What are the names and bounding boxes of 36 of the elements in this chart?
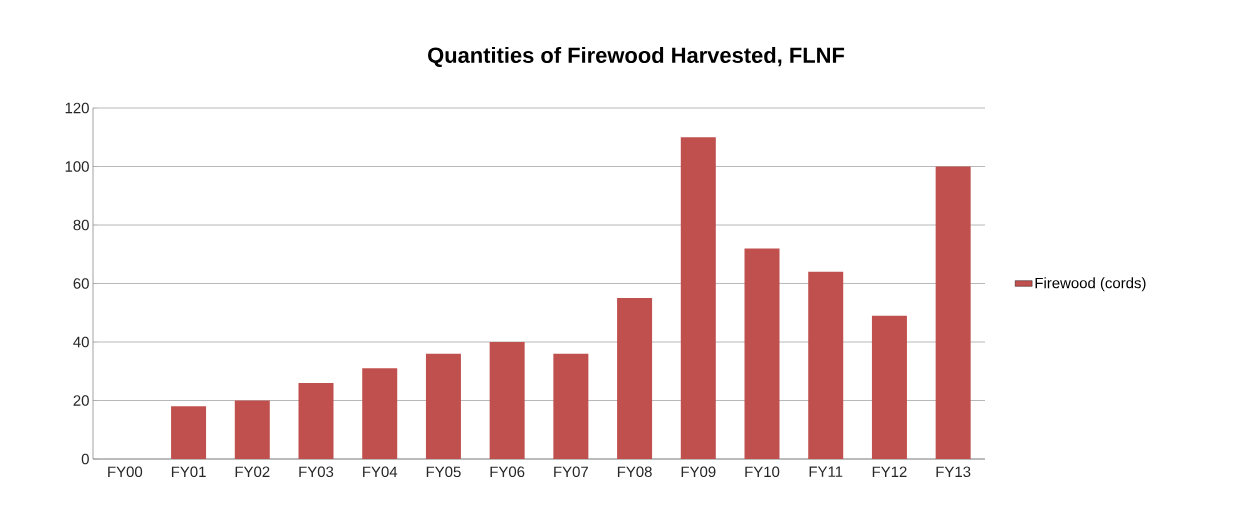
y-tick-label: 40 — [73, 336, 89, 348]
bar — [680, 137, 716, 459]
bar — [171, 406, 207, 459]
x-tick-label: FY01 — [171, 466, 206, 478]
x-tick-label: FY11 — [809, 466, 843, 477]
x-tick-label: FY09 — [681, 466, 716, 478]
bar — [234, 400, 270, 459]
y-tick-label: 120 — [65, 102, 89, 114]
y-tick-label: 0 — [81, 453, 89, 465]
x-tick-label: FY08 — [617, 466, 652, 478]
bar — [489, 342, 525, 459]
x-tick-label: FY07 — [554, 466, 588, 478]
x-tick-label: FY04 — [363, 466, 398, 478]
y-tick-label: 20 — [73, 395, 89, 406]
y-tick-label: 100 — [65, 161, 89, 172]
bar — [871, 315, 907, 459]
chart-title: Quantities of Firewood Harvested, FLNF — [428, 46, 845, 68]
bar — [425, 353, 461, 459]
x-tick-label: FY05 — [426, 466, 461, 478]
bar — [935, 166, 971, 459]
bar — [553, 353, 589, 459]
bar — [808, 271, 844, 459]
bar — [744, 248, 780, 459]
x-tick-label: FY03 — [299, 466, 334, 478]
x-tick-label: FY02 — [235, 466, 270, 478]
y-tick-label: 60 — [73, 278, 89, 289]
x-tick-label: FY00 — [108, 466, 143, 478]
bar — [362, 368, 398, 459]
legend-label: Firewood (cords) — [1035, 277, 1146, 292]
x-tick-label: FY12 — [872, 466, 907, 477]
x-tick-label: FY06 — [490, 466, 525, 478]
bar — [617, 298, 653, 459]
bar — [298, 382, 334, 459]
x-tick-label: FY10 — [745, 466, 780, 478]
x-tick-label: FY13 — [936, 466, 971, 478]
y-tick-label: 80 — [73, 219, 89, 231]
